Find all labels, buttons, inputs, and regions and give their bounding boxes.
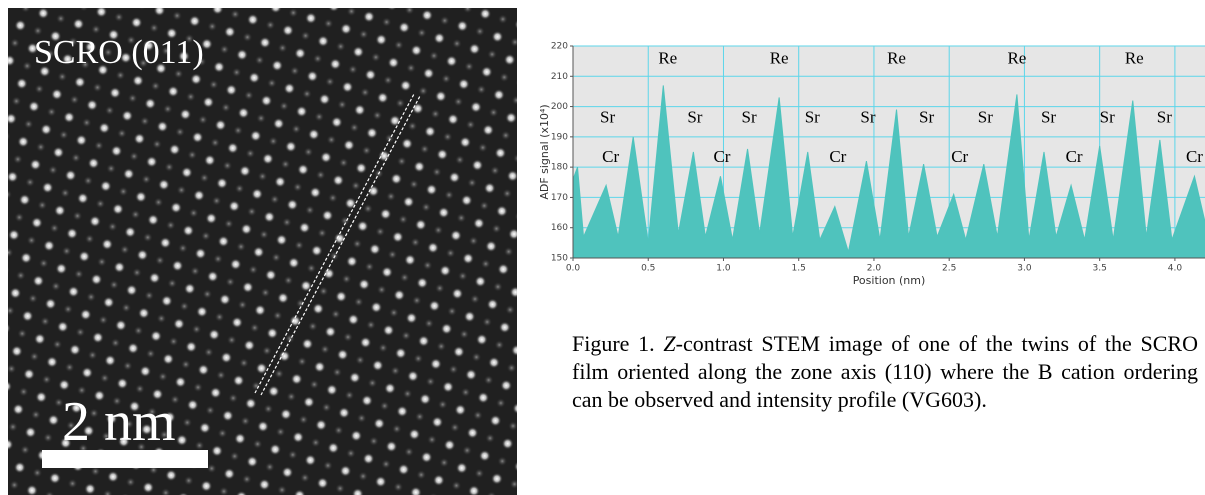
x-tick-label: 2.5 bbox=[942, 264, 956, 274]
annotation: Cr bbox=[951, 147, 968, 166]
x-tick-label: 3.0 bbox=[1017, 264, 1032, 274]
x-tick-label: 4.0 bbox=[1168, 264, 1183, 274]
annotation: Cr bbox=[829, 147, 846, 166]
chart: 150 160 170 180 190 200 210 220 0.0 0.5 1.0 1.5 2.0 2… bbox=[538, 42, 1205, 287]
annotation: Re bbox=[770, 49, 789, 68]
area bbox=[572, 85, 1205, 259]
y-tick-label: 210 bbox=[551, 72, 568, 82]
y-axis-label: ADF signal (x10⁴) bbox=[538, 104, 551, 199]
y-tick-label: 150 bbox=[551, 254, 568, 264]
y-tick-label: 160 bbox=[551, 223, 568, 233]
annotation: Sr bbox=[1100, 108, 1115, 127]
caption-text: Figure 1. bbox=[572, 331, 664, 356]
annotation: Sr bbox=[600, 108, 615, 127]
annotation: Sr bbox=[805, 108, 820, 127]
annotation: Sr bbox=[687, 108, 702, 127]
x-tick-label: 1.5 bbox=[792, 264, 806, 274]
annotation: Re bbox=[658, 49, 677, 68]
annotation: Sr bbox=[1041, 108, 1056, 127]
annotation: Sr bbox=[978, 108, 993, 127]
annotation: Sr bbox=[919, 108, 934, 127]
y-tick-label: 180 bbox=[551, 163, 568, 173]
x-tick-label: 1.0 bbox=[716, 264, 731, 274]
profile-line bbox=[254, 93, 421, 396]
annotation: Cr bbox=[1186, 147, 1203, 166]
lattice bbox=[8, 8, 517, 495]
annotation: Cr bbox=[713, 147, 730, 166]
annotation: Sr bbox=[1157, 108, 1172, 127]
caption: Figure 1. Z-contrast STEM image of one o… bbox=[572, 330, 1198, 414]
image-label: SCRO (011) bbox=[34, 34, 204, 71]
annotation: Re bbox=[887, 49, 906, 68]
x-tick-label: 3.5 bbox=[1093, 264, 1107, 274]
caption-text: Z bbox=[663, 331, 676, 356]
caption-text: -contrast STEM image of one of the twins… bbox=[572, 331, 1198, 412]
scale-label: 2 nm bbox=[62, 391, 176, 453]
x-axis-label: Position (nm) bbox=[853, 274, 926, 287]
annotation: Cr bbox=[1066, 147, 1083, 166]
annotation: Sr bbox=[741, 108, 756, 127]
annotation: Re bbox=[1125, 49, 1144, 68]
x-tick-label: 2.0 bbox=[867, 264, 882, 274]
x-tick-label: 0.5 bbox=[641, 264, 655, 274]
x-tick-label: 0.0 bbox=[566, 264, 581, 274]
annotation: Re bbox=[1007, 49, 1026, 68]
stem-image: SCRO (011) 2 nm bbox=[8, 8, 517, 495]
scale-bar bbox=[42, 450, 208, 468]
y-tick-label: 170 bbox=[551, 193, 568, 203]
annotation: Cr bbox=[602, 147, 619, 166]
y-tick-label: 220 bbox=[551, 42, 568, 52]
y-tick-label: 200 bbox=[551, 102, 568, 112]
y-tick-label: 190 bbox=[551, 132, 568, 142]
annotation: Sr bbox=[860, 108, 875, 127]
